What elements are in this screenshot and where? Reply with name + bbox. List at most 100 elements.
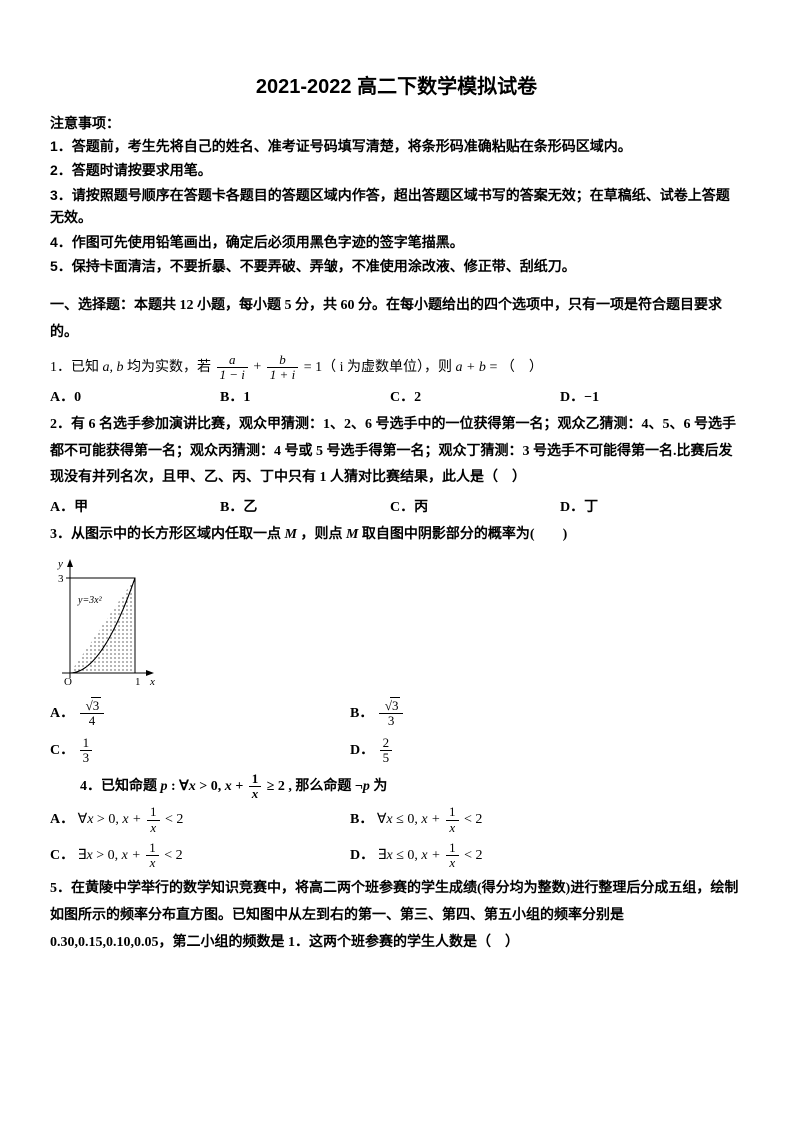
q3-options-row1: A． 3 4 B． 3 3 — [50, 699, 743, 729]
opt-label-b: B． — [220, 500, 243, 515]
opt-label-d: D． — [560, 500, 584, 515]
q4-b-cmp: < 2 — [461, 812, 483, 827]
opt-label-b: B． — [220, 390, 243, 405]
q2-options: A．甲 B．乙 C．丙 D．丁 — [50, 496, 743, 516]
q4-a-den: x — [147, 821, 160, 835]
q4-c-frac: 1x — [146, 841, 159, 871]
q3-a-frac: 3 4 — [80, 699, 105, 729]
q4-opt-d: D． ∃x ≤ 0, x + 1x < 2 — [350, 841, 650, 871]
q1-frac1-num: a — [217, 353, 248, 368]
opt-label-d: D． — [350, 743, 374, 758]
q4-gt0: > 0, — [196, 779, 225, 794]
q1-eq2: = （ ） — [486, 360, 543, 375]
q4-b-pre: ∀ — [377, 812, 387, 827]
q1-frac1: a1 − i — [217, 353, 248, 383]
q3-c-den: 3 — [80, 751, 93, 765]
opt-label-b: B． — [350, 812, 373, 827]
q1-opt-a-val: 0 — [74, 390, 81, 405]
q2-opt-c-val: 丙 — [414, 500, 428, 515]
opt-label-a: A． — [50, 812, 74, 827]
opt-label-a: A． — [50, 706, 74, 721]
q4-d-rel: ≤ 0, — [393, 848, 422, 863]
opt-label-c: C． — [390, 390, 414, 405]
x-tick-1: 1 — [135, 676, 141, 688]
q3-c-num: 1 — [80, 736, 93, 751]
area-chart-icon: y 3 y=3x² O 1 x — [50, 553, 160, 693]
q4-a-frac: 1x — [147, 805, 160, 835]
opt-label-d: D． — [350, 848, 374, 863]
q4-options-row1: A． ∀ x > 0, x + 1x < 2 B． ∀x ≤ 0, x + 1x … — [50, 805, 743, 835]
q4-x: x — [189, 779, 196, 794]
sqrt-icon: 3 — [382, 699, 401, 713]
x-axis-label: x — [149, 676, 155, 688]
y-axis-label: y — [57, 558, 63, 570]
opt-label-a: A． — [50, 500, 74, 515]
q1-options: A．0 B．1 C．2 D．−1 — [50, 386, 743, 406]
question-4: 4．已知命题 p : ∀x > 0, x + 1x ≥ 2 , 那么命题 ¬p … — [50, 772, 743, 802]
q2-opt-b: B．乙 — [220, 496, 390, 516]
q4-frac: 1x — [249, 772, 262, 802]
q3-mid: ，则点 — [297, 527, 346, 542]
q4-a-xp: x + — [122, 812, 145, 827]
opt-label-b: B． — [350, 706, 373, 721]
curve-label: y=3x² — [77, 595, 103, 606]
q4-pre: 4．已知命题 — [80, 779, 161, 794]
q1-frac2: b1 + i — [267, 353, 298, 383]
q4-p: p — [161, 779, 168, 794]
q4-opt-b: B． ∀x ≤ 0, x + 1x < 2 — [350, 805, 650, 835]
q3-opt-a: A． 3 4 — [50, 699, 350, 729]
q3-a-den: 4 — [80, 714, 105, 728]
q3-b-frac: 3 3 — [379, 699, 404, 729]
exam-page: 2021-2022 高二下数学模拟试卷 注意事项： 1．答题前，考生先将自己的姓… — [0, 0, 793, 996]
q1-frac1-den: 1 − i — [217, 368, 248, 382]
q1-opt-a: A．0 — [50, 386, 220, 406]
q4-wei: 为 — [370, 779, 388, 794]
question-1: 1．已知 a, b 均为实数，若 a1 − i + b1 + i = 1（ i … — [50, 353, 743, 383]
q3-post: 取自图中阴影部分的概率为( ) — [358, 527, 567, 542]
notice-heading: 注意事项： — [50, 113, 743, 133]
q4-c-cmp: < 2 — [161, 848, 183, 863]
instruction-3: 3．请按照题号顺序在答题卡各题目的答题区域内作答，超出答题区域书写的答案无效；在… — [50, 184, 743, 229]
instruction-4: 4．作图可先使用铅笔画出，确定后必须用黑色字迹的签字笔描黑。 — [50, 231, 743, 253]
q3-options-row2: C． 1 3 D． 2 5 — [50, 736, 743, 766]
q1-opt-b: B．1 — [220, 386, 390, 406]
q3-c-frac: 1 3 — [80, 736, 93, 766]
instruction-5: 5．保持卡面清洁，不要折暴、不要弄破、弄皱，不准使用涂改液、修正带、刮纸刀。 — [50, 255, 743, 277]
page-title: 2021-2022 高二下数学模拟试卷 — [50, 70, 743, 99]
opt-label-d: D． — [560, 390, 584, 405]
q4-d-frac: 1x — [446, 841, 459, 871]
q4-b-num: 1 — [446, 805, 459, 820]
instruction-1: 1．答题前，考生先将自己的姓名、准考证号码填写清楚，将条形码准确粘贴在条形码区域… — [50, 135, 743, 157]
q4-c-rel: > 0, — [93, 848, 122, 863]
q4-frac-den: x — [249, 787, 262, 801]
q1-opt-b-val: 1 — [243, 390, 250, 405]
q1-tail: = 1（ i 为虚数单位），则 — [304, 360, 456, 375]
q3-a-num-v: 3 — [91, 697, 102, 713]
q4-a-rel: > 0, — [93, 812, 122, 827]
q3-d-frac: 2 5 — [380, 736, 393, 766]
instruction-2: 2．答题时请按要求用笔。 — [50, 159, 743, 181]
q4-b-rel: ≤ 0, — [393, 812, 422, 827]
q4-c-den: x — [146, 856, 159, 870]
q3-b-num: 3 — [379, 699, 404, 714]
q3-a-num: 3 — [80, 699, 105, 714]
q1-frac2-den: 1 + i — [267, 368, 298, 382]
opt-label-c: C． — [50, 848, 74, 863]
q4-d-den: x — [446, 856, 459, 870]
q3-d-num: 2 — [380, 736, 393, 751]
q3-b-num-v: 3 — [390, 697, 401, 713]
q3-pre: 3．从图示中的长方形区域内任取一点 — [50, 527, 285, 542]
section-1-heading: 一、选择题：本题共 12 小题，每小题 5 分，共 60 分。在每小题给出的四个… — [50, 293, 743, 346]
q3-opt-b: B． 3 3 — [350, 699, 650, 729]
q4-colon: : ∀ — [168, 779, 189, 794]
q3-chart: y 3 y=3x² O 1 x — [50, 553, 743, 693]
q4-d-xp: x + — [421, 848, 444, 863]
question-2: 2．有 6 名选手参加演讲比赛，观众甲猜测：1、2、6 号选手中的一位获得第一名… — [50, 412, 743, 492]
q4-b-frac: 1x — [446, 805, 459, 835]
q4-options-row2: C． ∃x > 0, x + 1x < 2 D． ∃x ≤ 0, x + 1x … — [50, 841, 743, 871]
q3-M1: M — [285, 527, 297, 542]
q3-d-den: 5 — [380, 751, 393, 765]
q4-a-num: 1 — [147, 805, 160, 820]
origin-label: O — [64, 676, 72, 688]
q4-d-num: 1 — [446, 841, 459, 856]
